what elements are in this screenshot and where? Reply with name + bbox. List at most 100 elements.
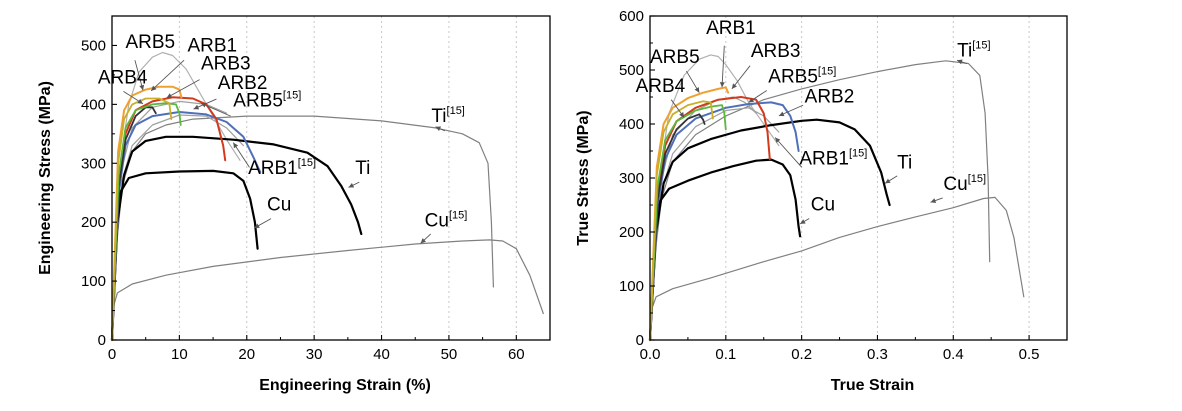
leader-arrowhead xyxy=(139,84,145,91)
annotation-label-arb1: ARB1 xyxy=(187,35,237,56)
x-tick-label: 0.1 xyxy=(715,346,736,363)
x-axis-title: True Strain xyxy=(831,377,915,394)
x-tick-label: 30 xyxy=(306,346,323,363)
leader-line xyxy=(721,45,725,88)
leader-arrowhead xyxy=(193,104,200,110)
y-tick-label: 200 xyxy=(619,224,644,241)
series-line-arb2 xyxy=(111,111,262,341)
x-tick-label: 40 xyxy=(373,346,390,363)
y-tick-label: 500 xyxy=(619,62,644,79)
series-line-ti xyxy=(110,135,363,342)
series-line-arb5-green xyxy=(111,102,182,341)
x-tick-label: 0.5 xyxy=(1019,346,1040,363)
leader-arrowhead xyxy=(348,182,355,188)
leader-line xyxy=(200,102,231,117)
x-tick-label: 20 xyxy=(238,346,255,363)
annotation-label-cu15: Cu[15] xyxy=(425,209,468,231)
leader-arrowhead xyxy=(200,102,207,108)
annotation-label-arb1: ARB1 xyxy=(706,18,756,39)
annotation-label-arb5: ARB5 xyxy=(650,47,700,68)
leader-line xyxy=(134,60,144,91)
annotation-label-arb2: ARB2 xyxy=(805,86,855,107)
leader-arrowhead xyxy=(151,85,157,91)
plot-frame xyxy=(111,15,551,341)
leader-arrowhead xyxy=(957,59,963,65)
x-tick-label: 60 xyxy=(508,346,525,363)
x-tick-label: 50 xyxy=(441,346,458,363)
y-tick-label: 100 xyxy=(619,278,644,295)
series-line-cu15 xyxy=(111,239,544,341)
x-tick-label: 0.4 xyxy=(943,346,964,363)
x-tick-label: 0.2 xyxy=(791,346,812,363)
annotation-label-cu: Cu xyxy=(267,194,291,215)
y-tick-label: 0 xyxy=(98,332,106,349)
series-group xyxy=(648,54,1025,342)
leader-arrowhead xyxy=(719,82,725,88)
leader-arrowhead xyxy=(166,93,173,98)
annotation-label-arb115: ARB1[15] xyxy=(248,157,316,179)
leader-arrowhead xyxy=(930,198,937,203)
series-group xyxy=(110,51,544,342)
annotation-label-ti: Ti xyxy=(897,152,912,173)
y-tick-label: 300 xyxy=(619,170,644,187)
x-tick-label: 0.3 xyxy=(867,346,888,363)
leader-arrowhead xyxy=(775,137,781,143)
series-line-ti15 xyxy=(649,60,991,341)
y-tick-label: 500 xyxy=(81,37,106,54)
annotation-label-arb115: ARB1[15] xyxy=(799,148,867,170)
series-line-arb4 xyxy=(649,113,706,341)
leader-arrowhead xyxy=(420,238,426,244)
plot-frame xyxy=(649,15,1068,341)
leader-arrowhead xyxy=(137,98,143,104)
annotation-label-arb515: ARB5[15] xyxy=(233,90,301,112)
annotation-label-arb515: ARB5[15] xyxy=(768,65,836,87)
y-tick-label: 300 xyxy=(81,155,106,172)
x-tick-label: 0 xyxy=(108,346,116,363)
leader-arrowhead xyxy=(885,178,891,184)
leader-line xyxy=(774,137,802,168)
leader-arrowhead xyxy=(694,87,700,93)
leader-line xyxy=(150,59,185,92)
annotation-label-ti: Ti xyxy=(355,158,370,179)
y-tick-label: 600 xyxy=(619,8,644,25)
annotation-label-arb5: ARB5 xyxy=(125,32,175,53)
leader-arrowhead xyxy=(778,111,785,117)
y-tick-label: 100 xyxy=(81,273,106,290)
y-tick-label: 400 xyxy=(81,96,106,113)
series-line-arb5-green xyxy=(649,104,727,341)
series-line-cu xyxy=(648,158,802,342)
leader-arrowhead xyxy=(435,126,442,132)
series-line-cu xyxy=(110,169,259,342)
series-line-arb5-orange xyxy=(111,85,183,341)
series-line-ti xyxy=(648,118,891,342)
leader-arrowhead xyxy=(254,223,260,229)
y-axis-title: Engineering Stress (MPa) xyxy=(37,81,54,275)
series-line-arb1 xyxy=(649,100,714,341)
leader-arrowhead xyxy=(679,112,685,118)
series-line-arb5-orange xyxy=(649,86,730,341)
annotation-label-arb3: ARB3 xyxy=(751,41,801,62)
annotation-label-arb3: ARB3 xyxy=(201,54,251,75)
annotation-label-cu: Cu xyxy=(811,194,835,215)
leader-arrowhead xyxy=(800,219,806,224)
annotation-label-arb2: ARB2 xyxy=(218,73,268,94)
leader-arrowhead xyxy=(233,142,239,149)
leader-arrowhead xyxy=(731,83,737,89)
series-line-arb3 xyxy=(649,96,771,341)
x-tick-label: 0.0 xyxy=(640,346,661,363)
y-tick-label: 0 xyxy=(636,332,644,349)
y-tick-label: 200 xyxy=(81,214,106,231)
leader-arrowhead xyxy=(748,97,755,103)
series-line-cu15 xyxy=(649,196,1025,341)
y-tick-label: 400 xyxy=(619,116,644,133)
series-line-arb115 xyxy=(649,107,780,341)
leader-line xyxy=(166,79,200,99)
annotation-label-ti15: Ti[15] xyxy=(957,40,990,62)
series-line-arb115 xyxy=(111,114,244,341)
annotation-label-arb4: ARB4 xyxy=(98,68,148,89)
x-axis-title: Engineering Strain (%) xyxy=(259,377,431,394)
annotation-label-arb4: ARB4 xyxy=(636,76,686,97)
